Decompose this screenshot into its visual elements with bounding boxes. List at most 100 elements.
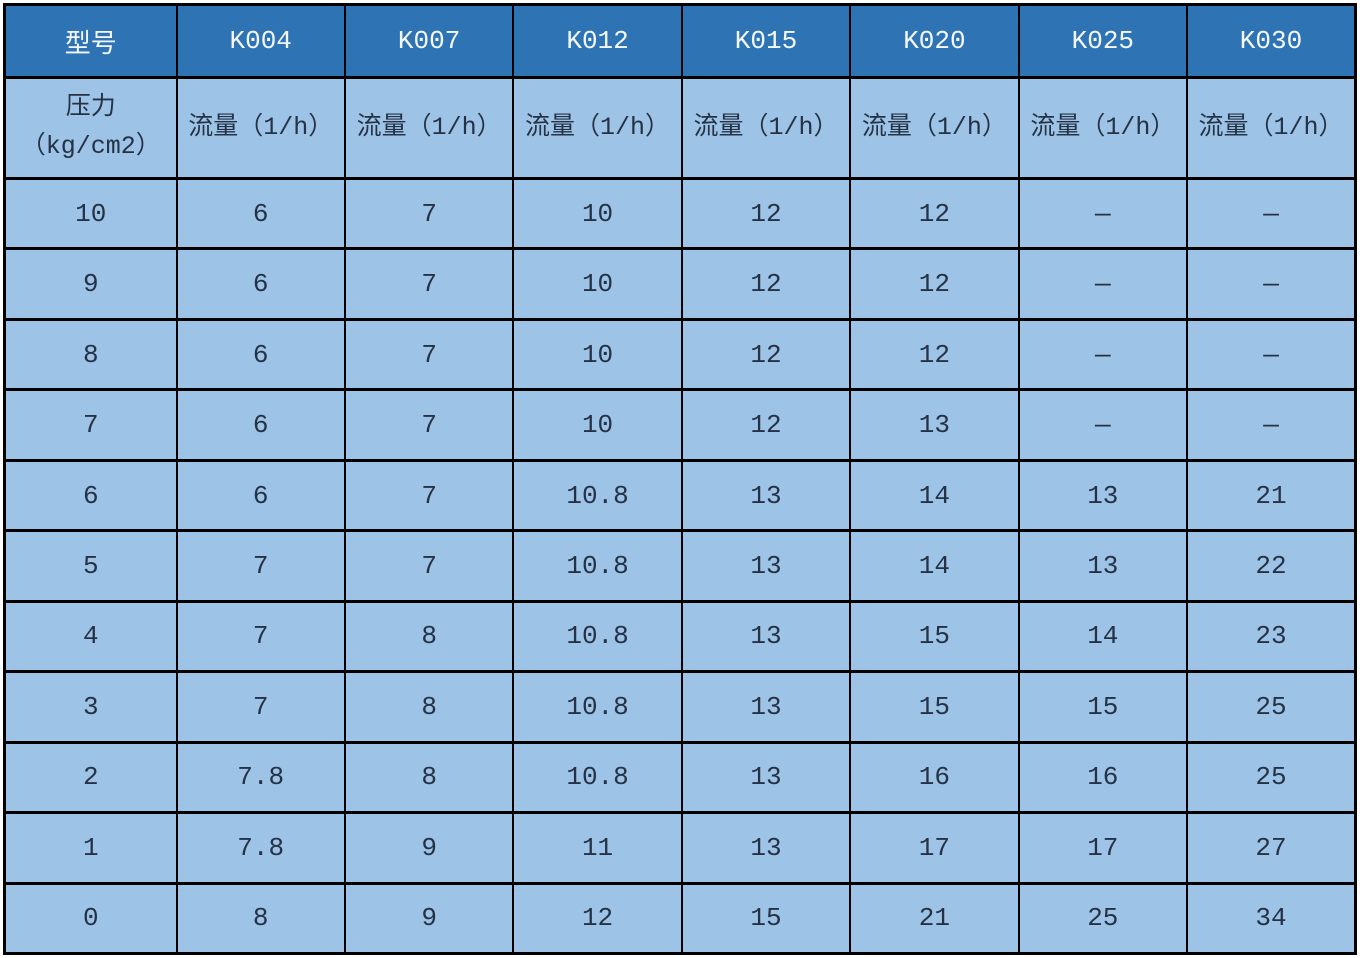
flow-value-cell: 12 xyxy=(849,247,1020,321)
flow-value-cell: 6 xyxy=(175,176,346,251)
flow-value-cell: 7 xyxy=(343,529,515,603)
corner-header-cell: 型号 xyxy=(3,3,178,79)
flow-value-cell: 13 xyxy=(680,529,852,603)
table-row: 5 7 7 10.8 13 14 13 22 xyxy=(3,529,1357,603)
flow-value-cell: 14 xyxy=(849,529,1020,603)
flow-value-cell: 6 xyxy=(175,247,346,321)
table-row: 1 7.8 9 11 13 17 17 27 xyxy=(3,811,1357,885)
flow-value-cell: 8 xyxy=(343,599,515,674)
model-header-cell: K020 xyxy=(849,3,1020,79)
flow-value-cell: 16 xyxy=(849,740,1020,815)
flow-value-cell: 13 xyxy=(680,811,852,885)
flow-value-cell: 7 xyxy=(175,529,346,603)
pressure-value-cell: 8 xyxy=(3,317,178,392)
table-row: 3 7 8 10.8 13 15 15 25 xyxy=(3,670,1357,744)
flow-value-cell: — xyxy=(1186,176,1357,251)
flow-value-cell: 10.8 xyxy=(512,599,683,674)
flow-unit-header-cell: 流量（1/h） xyxy=(680,76,852,180)
flow-value-cell: 12 xyxy=(512,881,683,956)
flow-value-cell: 12 xyxy=(849,317,1020,392)
flow-value-cell: 8 xyxy=(343,740,515,815)
flow-value-cell: 7 xyxy=(343,458,515,533)
pressure-value-cell: 5 xyxy=(3,529,178,603)
flow-value-cell: 9 xyxy=(343,811,515,885)
flow-value-cell: 10 xyxy=(512,247,683,321)
flow-value-cell: 25 xyxy=(1186,740,1357,815)
flow-value-cell: 12 xyxy=(680,176,852,251)
unit-header-row: 压力 （kg/cm2） 流量（1/h） 流量（1/h） 流量（1/h） 流量（1/h）流… xyxy=(3,76,1357,180)
flow-value-cell: 10.8 xyxy=(512,529,683,603)
pressure-value-cell: 1 xyxy=(3,811,178,885)
flow-value-cell: 17 xyxy=(1017,811,1189,885)
flow-value-cell: 10.8 xyxy=(512,458,683,533)
flow-value-cell: 13 xyxy=(680,740,852,815)
flow-unit-header-cell: 流量（1/h） xyxy=(1017,76,1189,180)
flow-value-cell: 14 xyxy=(1017,599,1189,674)
model-header-cell: K025 xyxy=(1017,3,1189,79)
flow-unit-header-cell: 流量（1/h） xyxy=(1186,76,1357,180)
model-header-cell: K015 xyxy=(680,3,852,79)
table-row: 0 8 9 12 15 21 25 34 xyxy=(3,881,1357,956)
flow-value-cell: 7 xyxy=(343,176,515,251)
flow-value-cell: 13 xyxy=(680,670,852,744)
flow-value-cell: 34 xyxy=(1186,881,1357,956)
flow-value-cell: 11 xyxy=(512,811,683,885)
pressure-value-cell: 7 xyxy=(3,388,178,462)
flow-value-cell: — xyxy=(1017,388,1189,462)
model-header-cell: K004 xyxy=(175,3,346,79)
model-header-cell: K007 xyxy=(343,3,515,79)
table-row: 7 6 7 10 12 13— — xyxy=(3,388,1357,462)
flow-value-cell: 13 xyxy=(1017,529,1189,603)
flow-value-cell: 10.8 xyxy=(512,670,683,744)
flow-value-cell: 7.8 xyxy=(175,740,346,815)
flow-value-cell: 13 xyxy=(680,599,852,674)
pressure-value-cell: 2 xyxy=(3,740,178,815)
table-row: 9 6 7 10 12 12— — xyxy=(3,247,1357,321)
flow-value-cell: — xyxy=(1017,247,1189,321)
flow-value-cell: 6 xyxy=(175,388,346,462)
pressure-value-cell: 0 xyxy=(3,881,178,956)
flow-unit-header-cell: 流量（1/h） xyxy=(849,76,1020,180)
flow-value-cell: 7 xyxy=(343,317,515,392)
table-row: 4 7 8 10.8 13 15 14 23 xyxy=(3,599,1357,674)
flow-unit-header-cell: 流量（1/h） xyxy=(512,76,683,180)
flow-value-cell: 13 xyxy=(1017,458,1189,533)
pressure-value-cell: 3 xyxy=(3,670,178,744)
pressure-unit-header-cell: 压力 （kg/cm2） xyxy=(3,76,178,180)
flow-value-cell: 25 xyxy=(1017,881,1189,956)
table-row: 6 6 7 10.8 13 14 13 21 xyxy=(3,458,1357,533)
flow-value-cell: 7 xyxy=(343,247,515,321)
flow-value-cell: 12 xyxy=(680,388,852,462)
model-header-cell: K030 xyxy=(1186,3,1357,79)
flow-unit-header-cell: 流量（1/h） xyxy=(175,76,346,180)
flow-value-cell: 25 xyxy=(1186,670,1357,744)
pressure-value-cell: 4 xyxy=(3,599,178,674)
flow-value-cell: 10 xyxy=(512,317,683,392)
flow-value-cell: 21 xyxy=(1186,458,1357,533)
table-body: 10 6 7 10 12 12— —9 6 7 10 12 12— —8 6 7 10 12 12— —7 6 7 10 1… xyxy=(3,176,1357,956)
flow-value-cell: 10.8 xyxy=(512,740,683,815)
flow-value-cell: 6 xyxy=(175,458,346,533)
flow-value-cell: — xyxy=(1186,317,1357,392)
flow-value-cell: 15 xyxy=(849,599,1020,674)
flow-value-cell: 15 xyxy=(680,881,852,956)
flow-value-cell: 23 xyxy=(1186,599,1357,674)
flow-value-cell: — xyxy=(1186,388,1357,462)
table-head: 型号 K004 K007 K012 K015 K020 K025 K030 压力 （kg/cm… xyxy=(3,3,1357,180)
flow-value-cell: 12 xyxy=(680,317,852,392)
pressure-value-cell: 10 xyxy=(3,176,178,251)
pressure-value-cell: 9 xyxy=(3,247,178,321)
flow-value-cell: 6 xyxy=(175,317,346,392)
flow-value-cell: 17 xyxy=(849,811,1020,885)
flow-value-cell: 7.8 xyxy=(175,811,346,885)
flow-value-cell: 8 xyxy=(175,881,346,956)
flow-value-cell: 8 xyxy=(343,670,515,744)
flow-value-cell: 15 xyxy=(1017,670,1189,744)
flow-value-cell: 27 xyxy=(1186,811,1357,885)
flow-value-cell: 12 xyxy=(849,176,1020,251)
flow-value-cell: 9 xyxy=(343,881,515,956)
flow-value-cell: 13 xyxy=(680,458,852,533)
flow-value-cell: 7 xyxy=(175,670,346,744)
flow-value-cell: 10 xyxy=(512,176,683,251)
